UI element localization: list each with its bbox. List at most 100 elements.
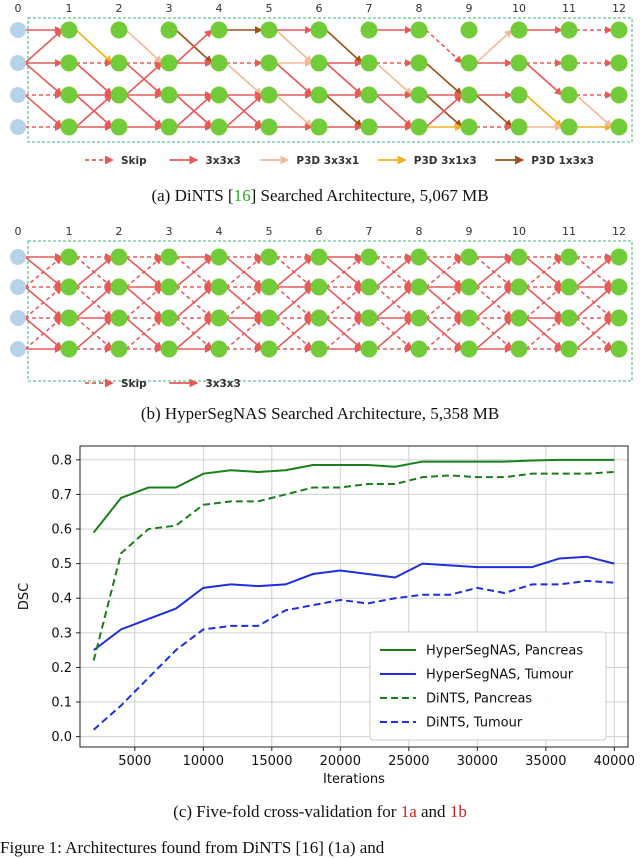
cell-node bbox=[260, 248, 278, 266]
cell-node bbox=[360, 21, 378, 39]
cell-node bbox=[160, 278, 178, 296]
cell-node bbox=[60, 278, 78, 296]
input-node bbox=[10, 119, 26, 135]
cell-node bbox=[460, 278, 478, 296]
cell-node bbox=[210, 54, 228, 72]
cell-node bbox=[360, 340, 378, 358]
edge bbox=[75, 29, 113, 64]
cell-node bbox=[160, 340, 178, 358]
cell-node bbox=[210, 309, 228, 327]
cell-node bbox=[460, 86, 478, 104]
edge bbox=[175, 256, 213, 288]
edge bbox=[575, 317, 613, 350]
y-tick-label: 0.1 bbox=[51, 696, 72, 711]
cell-node bbox=[460, 248, 478, 266]
edge bbox=[75, 62, 113, 96]
legend-label: P3D 1x3x3 bbox=[531, 155, 594, 167]
legend-label: 3x3x3 bbox=[205, 155, 240, 167]
cell-node bbox=[510, 86, 528, 104]
y-tick-label: 0.3 bbox=[51, 626, 72, 641]
edge bbox=[175, 29, 213, 64]
cell-node bbox=[60, 54, 78, 72]
edge bbox=[125, 256, 163, 288]
cell-node bbox=[560, 21, 578, 39]
cell-node bbox=[210, 86, 228, 104]
stage-label: 7 bbox=[366, 225, 373, 238]
edge bbox=[425, 317, 463, 350]
chart-axes: 5000 10000 15000 20000 25000 30000 35000 40000 0… bbox=[17, 445, 635, 785]
edge bbox=[325, 94, 363, 128]
edge bbox=[225, 286, 263, 319]
x-tick-label: 30000 bbox=[457, 754, 498, 769]
cell-node bbox=[260, 278, 278, 296]
cell-node bbox=[210, 118, 228, 136]
stage-label: 7 bbox=[366, 2, 373, 15]
series-line bbox=[92, 470, 615, 661]
cell-node bbox=[160, 86, 178, 104]
cell-node bbox=[410, 248, 428, 266]
edge bbox=[375, 256, 413, 288]
edge bbox=[325, 62, 363, 96]
cell-node bbox=[110, 118, 128, 136]
edge bbox=[475, 317, 513, 350]
edge bbox=[325, 286, 363, 319]
legend-label: Skip bbox=[121, 378, 147, 390]
cell-node bbox=[560, 54, 578, 72]
edge bbox=[275, 29, 313, 64]
cell-node bbox=[410, 54, 428, 72]
edge bbox=[24, 62, 63, 96]
cell-node bbox=[110, 54, 128, 72]
stage-label: 12 bbox=[612, 225, 626, 238]
cell-node bbox=[60, 248, 78, 266]
edge bbox=[75, 94, 113, 128]
y-tick-label: 0.0 bbox=[51, 730, 72, 745]
cell-node bbox=[360, 54, 378, 72]
legend-label: P3D 3x1x3 bbox=[414, 155, 477, 167]
caption-b: (b) HyperSegNAS Searched Architecture, 5… bbox=[140, 404, 500, 423]
cell-node bbox=[410, 21, 428, 39]
edge bbox=[575, 94, 613, 128]
stage-label: 9 bbox=[466, 2, 473, 15]
cell-node bbox=[560, 278, 578, 296]
edge bbox=[225, 94, 263, 128]
search-space-border bbox=[27, 240, 633, 382]
legend-label: HyperSegNAS, Pancreas bbox=[426, 644, 583, 659]
edge bbox=[425, 256, 463, 288]
caption-a: (a) DiNTS [16] Searched Architecture, 5,… bbox=[151, 186, 489, 205]
edge bbox=[175, 317, 213, 350]
hypersegnas-architecture-diagram: 0 1 2 3 4 5 6 7 8 9 10 11 12 Skip 3x3x3 bbox=[10, 225, 633, 390]
stage-label: 0 bbox=[15, 225, 22, 238]
edge bbox=[275, 256, 313, 288]
x-tick-label: 15000 bbox=[251, 754, 292, 769]
cell-node bbox=[510, 340, 528, 358]
input-node bbox=[10, 279, 26, 295]
search-space-border bbox=[27, 17, 633, 143]
cell-node bbox=[610, 340, 628, 358]
plot-frame bbox=[79, 445, 629, 748]
stage-label: 0 bbox=[15, 2, 22, 15]
chart-legend: HyperSegNAS, Pancreas HyperSegNAS, Tumour… bbox=[369, 631, 607, 741]
cell-node bbox=[310, 21, 328, 39]
cell-node bbox=[560, 118, 578, 136]
input-node bbox=[10, 310, 26, 326]
cell-node bbox=[160, 21, 178, 39]
cell-node bbox=[310, 54, 328, 72]
edge bbox=[525, 256, 563, 288]
cell-node bbox=[60, 309, 78, 327]
cell-node bbox=[560, 86, 578, 104]
figure-footer-text: Figure 1: Architectures found from DiNTS… bbox=[0, 838, 385, 857]
edge bbox=[175, 286, 213, 319]
edge bbox=[275, 317, 313, 350]
stage-label: 10 bbox=[512, 2, 526, 15]
legend-label: Skip bbox=[121, 155, 147, 167]
stage-label: 4 bbox=[216, 2, 223, 15]
cell-node bbox=[360, 278, 378, 296]
edge bbox=[575, 256, 613, 288]
edge bbox=[375, 94, 413, 128]
edge bbox=[525, 317, 563, 350]
edge bbox=[175, 94, 213, 128]
cell-node bbox=[610, 118, 628, 136]
input-node bbox=[10, 55, 26, 71]
edge bbox=[125, 317, 163, 350]
x-tick-label: 10000 bbox=[183, 754, 224, 769]
